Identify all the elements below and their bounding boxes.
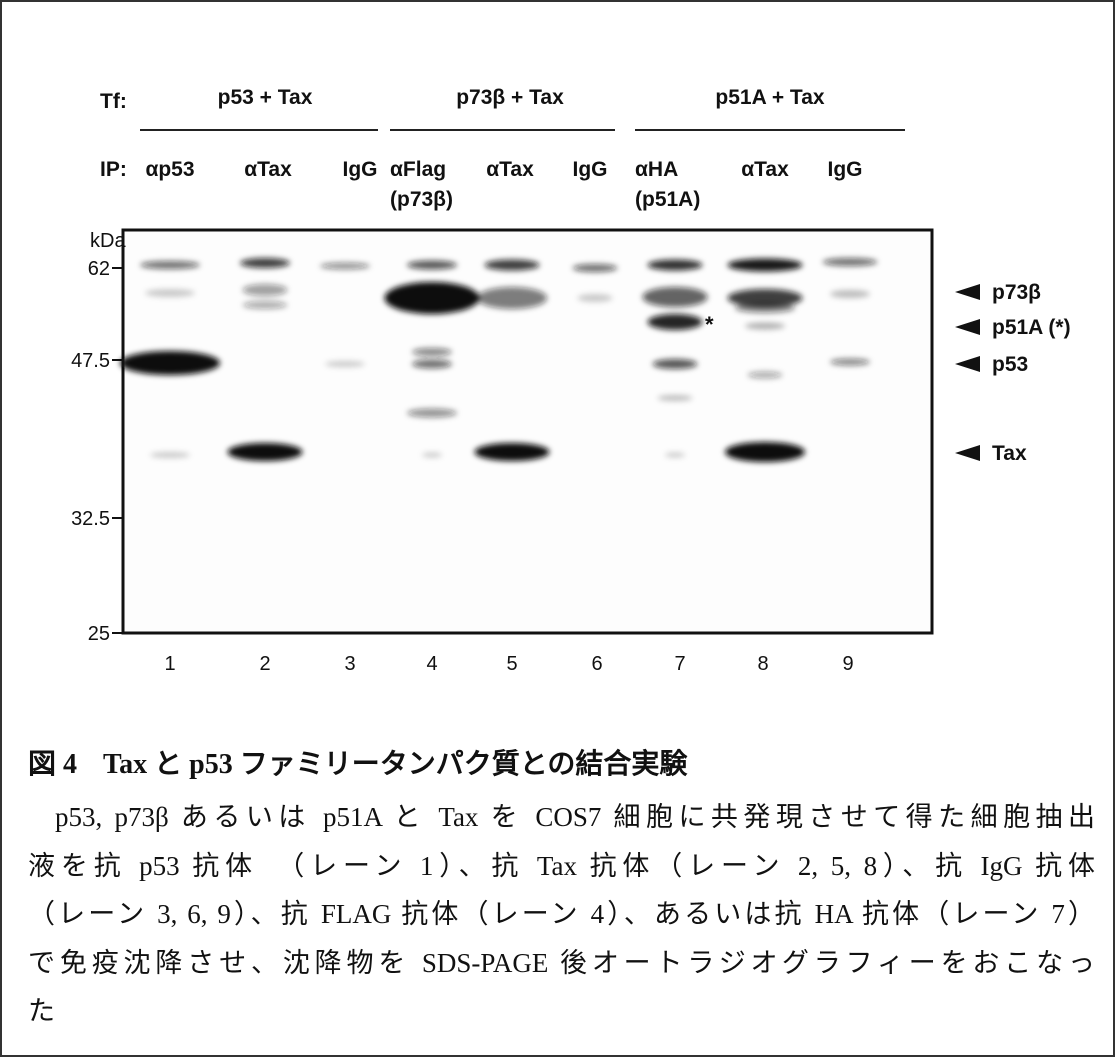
- band: [830, 290, 870, 298]
- band: [578, 294, 613, 302]
- band: [422, 453, 442, 458]
- ip-label: αTax: [486, 158, 534, 181]
- asterisk: *: [705, 312, 714, 337]
- band-label: p53: [992, 353, 1028, 376]
- band-label: p73β: [992, 281, 1041, 304]
- band: [823, 258, 878, 266]
- caption-line: 液を抗 p53 抗体 （レーン 1）、抗 Tax 抗体（レーン 2, 5, 8）…: [28, 842, 1095, 891]
- ip-label: IP:: [100, 158, 127, 181]
- ip-label: αp53: [145, 158, 194, 181]
- lane-number: 4: [426, 653, 437, 675]
- arrowhead: [955, 319, 980, 335]
- arrowhead: [955, 284, 980, 300]
- ip-label: (p51A): [635, 188, 700, 211]
- band: [658, 395, 693, 401]
- lane-number: 7: [674, 653, 685, 675]
- band: [412, 360, 452, 369]
- band: [407, 261, 457, 270]
- band: [243, 284, 288, 296]
- band: [243, 301, 288, 309]
- group-label: p51A + Tax: [715, 86, 824, 109]
- band: [385, 282, 480, 314]
- band: [725, 442, 805, 462]
- group-label: p73β + Tax: [456, 86, 564, 109]
- caption-line: で免疫沈降させ、沈降物を SDS-PAGE 後オートラジオグラフィーをおこなっ: [28, 939, 1095, 988]
- band: [477, 287, 547, 309]
- band: [120, 351, 220, 375]
- band: [228, 443, 303, 461]
- group-label: p53 + Tax: [218, 86, 313, 109]
- caption-body: p53, p73β あるいは p51A と Tax を COS7 細胞に共発現さ…: [28, 793, 1095, 1036]
- caption-line: た: [28, 987, 1095, 1036]
- ip-label: (p73β): [390, 188, 453, 211]
- ip-label: IgG: [573, 158, 608, 181]
- arrowhead: [955, 356, 980, 372]
- band: [648, 314, 703, 330]
- band: [140, 261, 200, 269]
- lane-number: 3: [344, 653, 355, 675]
- band: [735, 303, 795, 313]
- band: [643, 287, 708, 307]
- band: [573, 264, 618, 272]
- caption-line: p53, p73β あるいは p51A と Tax を COS7 細胞に共発現さ…: [28, 793, 1095, 842]
- ip-label: IgG: [828, 158, 863, 181]
- arrowhead: [955, 445, 980, 461]
- band: [665, 453, 685, 458]
- figure-label: 図 4: [28, 749, 77, 780]
- band: [728, 259, 803, 272]
- band: [240, 258, 290, 268]
- band: [412, 348, 452, 356]
- page: {"figure": { "tf_label": "Tf:", "groups"…: [0, 0, 1115, 1057]
- ip-label: IgG: [343, 158, 378, 181]
- band: [830, 359, 870, 366]
- band: [648, 260, 703, 271]
- band: [150, 452, 190, 458]
- ip-label: αTax: [741, 158, 789, 181]
- band: [653, 359, 698, 369]
- mw-marker: 47.5: [71, 350, 110, 372]
- lane-number: 1: [164, 653, 175, 675]
- band-label: Tax: [992, 442, 1027, 465]
- band: [745, 323, 785, 330]
- ip-label: αTax: [244, 158, 292, 181]
- band: [748, 372, 783, 379]
- blot-figure: Tf: IP: kDa * p53 + Tax p73β + Tax p51A + …: [0, 0, 1115, 720]
- caption-line: （レーン 3, 6, 9）、抗 FLAG 抗体（レーン 4）、あるいは抗 HA …: [28, 890, 1095, 939]
- mw-marker: 62: [88, 258, 110, 280]
- band: [320, 263, 370, 270]
- lane-number: 5: [506, 653, 517, 675]
- mw-unit: kDa: [90, 230, 126, 252]
- tf-label: Tf:: [100, 90, 127, 113]
- band: [485, 260, 540, 271]
- caption: 図 4 Tax と p53 ファミリータンパク質との結合実験 p53, p73β …: [28, 745, 1095, 1036]
- mw-marker: 25: [88, 623, 110, 645]
- mw-marker: 32.5: [71, 508, 110, 530]
- band-label: p51A (*): [992, 316, 1071, 339]
- title-text: Tax と p53 ファミリータンパク質との結合実験: [103, 749, 687, 780]
- band: [325, 361, 365, 367]
- band: [475, 443, 550, 461]
- lane-number: 6: [591, 653, 602, 675]
- band: [145, 289, 195, 297]
- caption-title: 図 4 Tax と p53 ファミリータンパク質との結合実験: [28, 745, 1095, 793]
- lane-number: 8: [757, 653, 768, 675]
- lane-number: 9: [842, 653, 853, 675]
- ip-label: αHA: [635, 158, 678, 181]
- band: [407, 409, 457, 418]
- ip-label: αFlag: [390, 158, 446, 181]
- lane-number: 2: [259, 653, 270, 675]
